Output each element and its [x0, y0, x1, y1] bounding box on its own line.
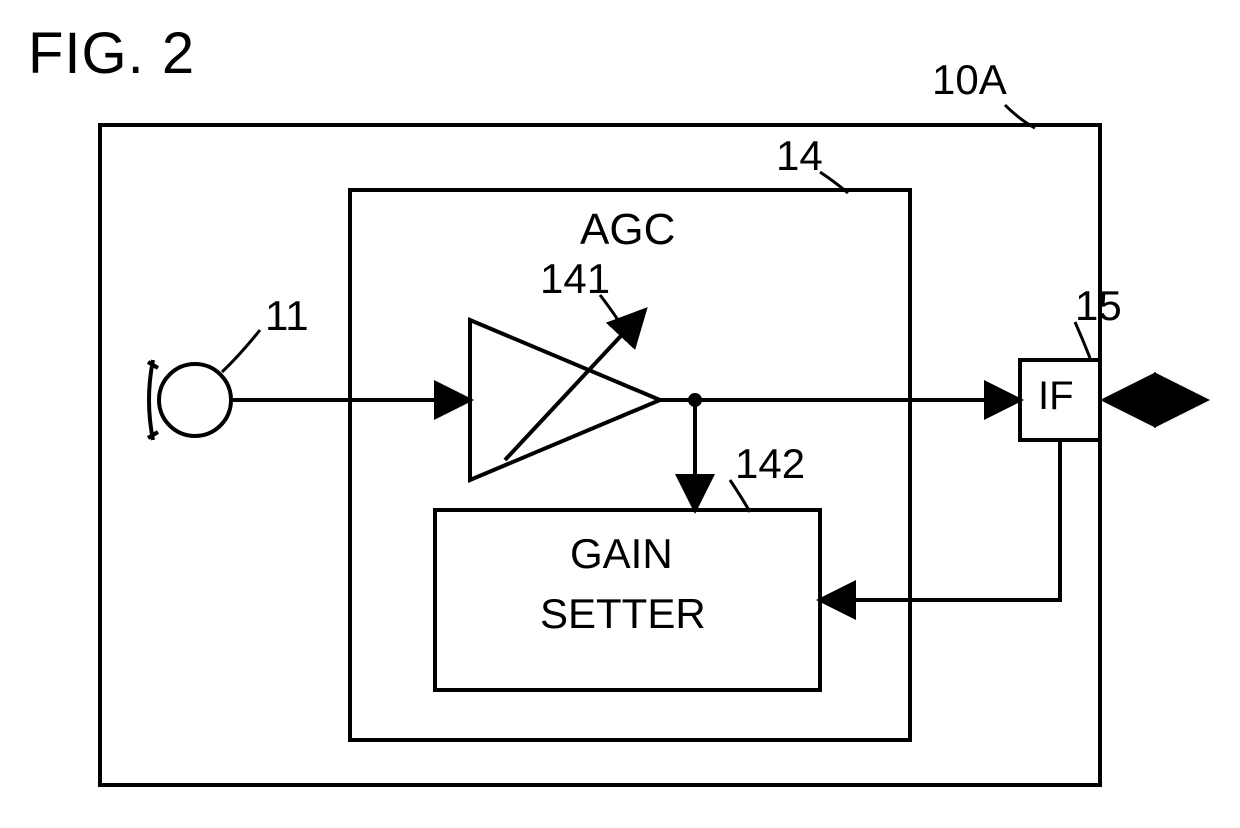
gain-setter-line2: SETTER [540, 590, 706, 638]
ref-141: 141 [540, 255, 610, 303]
gain-setter-line1: GAIN [570, 530, 673, 578]
ref-10a: 10A [932, 56, 1007, 104]
ref-15: 15 [1075, 282, 1122, 330]
microphone-icon [159, 364, 231, 436]
if-to-gain-setter [820, 440, 1060, 600]
figure-title: FIG. 2 [28, 20, 195, 87]
mic-bracket [149, 360, 153, 440]
ref-14: 14 [776, 132, 823, 180]
ref-142: 142 [735, 440, 805, 488]
leader-11 [222, 330, 260, 372]
if-label: IF [1038, 374, 1074, 419]
agc-title: AGC [580, 205, 675, 255]
amplifier-icon [470, 320, 660, 480]
ref-11: 11 [265, 292, 309, 340]
